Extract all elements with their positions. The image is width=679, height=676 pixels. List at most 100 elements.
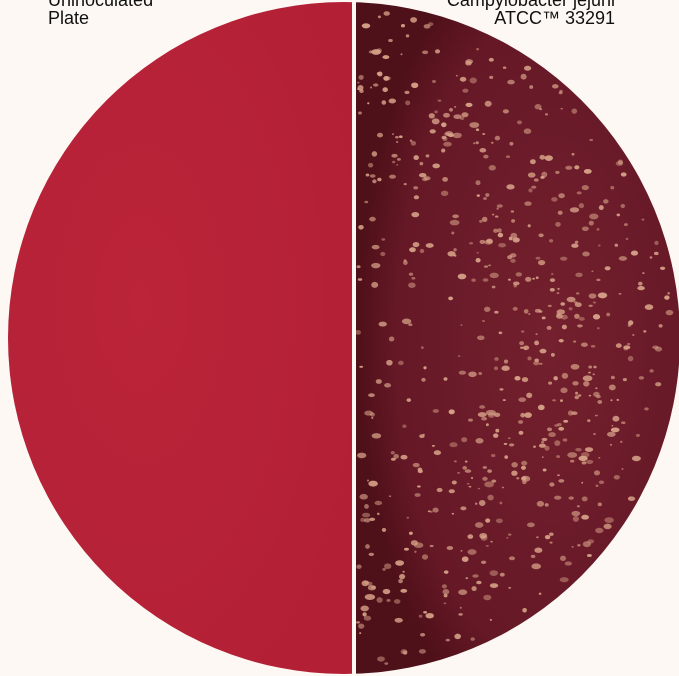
colony [581, 496, 588, 502]
uninoculated-label-line2: Plate [48, 8, 90, 28]
colony [453, 248, 457, 252]
colony [622, 377, 627, 382]
colony [654, 240, 659, 246]
colony [593, 470, 601, 476]
colony [425, 243, 434, 248]
colony [417, 485, 421, 488]
colony [485, 518, 491, 523]
colony [402, 570, 405, 573]
colony [448, 409, 455, 415]
colony [507, 278, 511, 281]
colony [544, 503, 549, 507]
colony [476, 194, 480, 197]
colony [529, 85, 534, 89]
colony [575, 272, 583, 278]
colony [453, 460, 457, 463]
colony [520, 412, 526, 418]
colony [381, 100, 387, 105]
colony [571, 510, 581, 517]
colony [538, 310, 543, 313]
colony [610, 399, 613, 402]
colony [419, 248, 425, 254]
colony [597, 502, 602, 507]
colony [568, 307, 573, 311]
colony [404, 90, 410, 95]
colony [366, 479, 370, 482]
colony [547, 304, 552, 308]
colony [514, 376, 521, 381]
colony [589, 138, 594, 142]
colony [497, 228, 502, 233]
colony [491, 285, 496, 289]
colony [496, 204, 503, 208]
colony [443, 602, 447, 605]
colony [532, 277, 535, 280]
colony [604, 266, 611, 271]
colony [400, 588, 408, 593]
colony [432, 507, 439, 513]
colony [418, 614, 423, 618]
colony [481, 320, 486, 322]
colony [374, 500, 383, 506]
colony [396, 164, 399, 166]
colony [588, 220, 594, 226]
colony [565, 165, 573, 170]
colony [578, 394, 582, 397]
colony [483, 197, 487, 200]
colony [418, 649, 426, 654]
colony [396, 158, 401, 161]
colony [495, 428, 500, 433]
colony [358, 74, 364, 80]
colony [443, 141, 452, 147]
colony [359, 365, 364, 368]
colony [658, 324, 663, 328]
colony [570, 363, 580, 370]
colony [449, 442, 458, 448]
colony [369, 50, 373, 54]
colony [570, 459, 575, 463]
colony [361, 23, 371, 29]
colony [535, 276, 539, 279]
colony [364, 200, 369, 204]
colony [388, 38, 393, 43]
colony [610, 427, 620, 433]
colony [507, 533, 512, 536]
colony [408, 323, 413, 327]
colony [520, 73, 527, 80]
colony [559, 555, 567, 561]
colony [590, 344, 596, 348]
colony [597, 244, 601, 247]
colony [403, 260, 408, 265]
colony [603, 199, 609, 204]
colony [357, 84, 364, 91]
colony [369, 174, 376, 178]
colony [613, 474, 620, 480]
colony [541, 441, 545, 444]
colony [381, 527, 387, 532]
colony [443, 112, 450, 118]
colony [495, 215, 499, 218]
colony [467, 534, 474, 539]
colony [489, 618, 493, 621]
colony [575, 292, 580, 295]
colony [394, 617, 403, 623]
colony [638, 376, 645, 380]
colony [572, 515, 579, 522]
colony [421, 177, 428, 182]
colony [499, 501, 503, 505]
colony [432, 79, 436, 84]
colony [414, 550, 417, 553]
colony [498, 242, 507, 248]
colony [384, 563, 392, 570]
colony [594, 414, 598, 417]
colony [521, 330, 525, 333]
colony [503, 442, 508, 445]
colony [556, 455, 561, 459]
colony [475, 128, 480, 132]
colony [483, 265, 489, 268]
colony [554, 495, 562, 500]
colony [485, 423, 489, 427]
colony [550, 273, 554, 275]
colony [454, 105, 457, 108]
